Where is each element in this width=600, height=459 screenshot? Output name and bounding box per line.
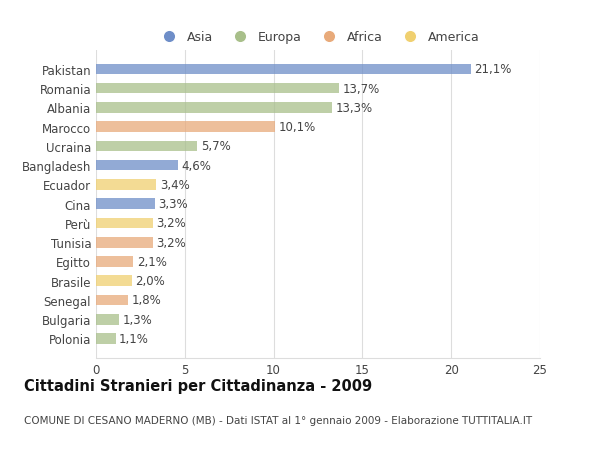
Text: 3,2%: 3,2%	[157, 236, 186, 249]
Text: 1,1%: 1,1%	[119, 332, 149, 345]
Text: Cittadini Stranieri per Cittadinanza - 2009: Cittadini Stranieri per Cittadinanza - 2…	[24, 379, 372, 394]
Bar	[96, 180, 157, 190]
Legend: Asia, Europa, Africa, America: Asia, Europa, Africa, America	[152, 26, 484, 49]
Text: 13,3%: 13,3%	[336, 102, 373, 115]
Bar	[96, 334, 116, 344]
Bar	[96, 218, 153, 229]
Bar	[96, 141, 197, 152]
Text: 3,2%: 3,2%	[157, 217, 186, 230]
Text: 1,3%: 1,3%	[122, 313, 152, 326]
Text: 3,4%: 3,4%	[160, 179, 190, 191]
Bar	[96, 199, 155, 210]
Bar	[96, 314, 119, 325]
Bar	[96, 257, 133, 267]
Text: 5,7%: 5,7%	[201, 140, 230, 153]
Bar	[96, 276, 131, 286]
Bar	[96, 103, 332, 113]
Bar	[96, 64, 471, 75]
Text: 2,1%: 2,1%	[137, 255, 167, 269]
Text: 1,8%: 1,8%	[131, 294, 161, 307]
Text: 13,7%: 13,7%	[343, 83, 380, 95]
Text: 3,3%: 3,3%	[158, 198, 188, 211]
Bar	[96, 84, 340, 94]
Bar	[96, 161, 178, 171]
Text: 4,6%: 4,6%	[181, 159, 211, 172]
Text: 10,1%: 10,1%	[279, 121, 316, 134]
Text: 21,1%: 21,1%	[474, 63, 512, 76]
Bar	[96, 237, 153, 248]
Bar	[96, 122, 275, 133]
Text: COMUNE DI CESANO MADERNO (MB) - Dati ISTAT al 1° gennaio 2009 - Elaborazione TUT: COMUNE DI CESANO MADERNO (MB) - Dati IST…	[24, 415, 532, 425]
Text: 2,0%: 2,0%	[135, 274, 165, 288]
Bar	[96, 295, 128, 306]
